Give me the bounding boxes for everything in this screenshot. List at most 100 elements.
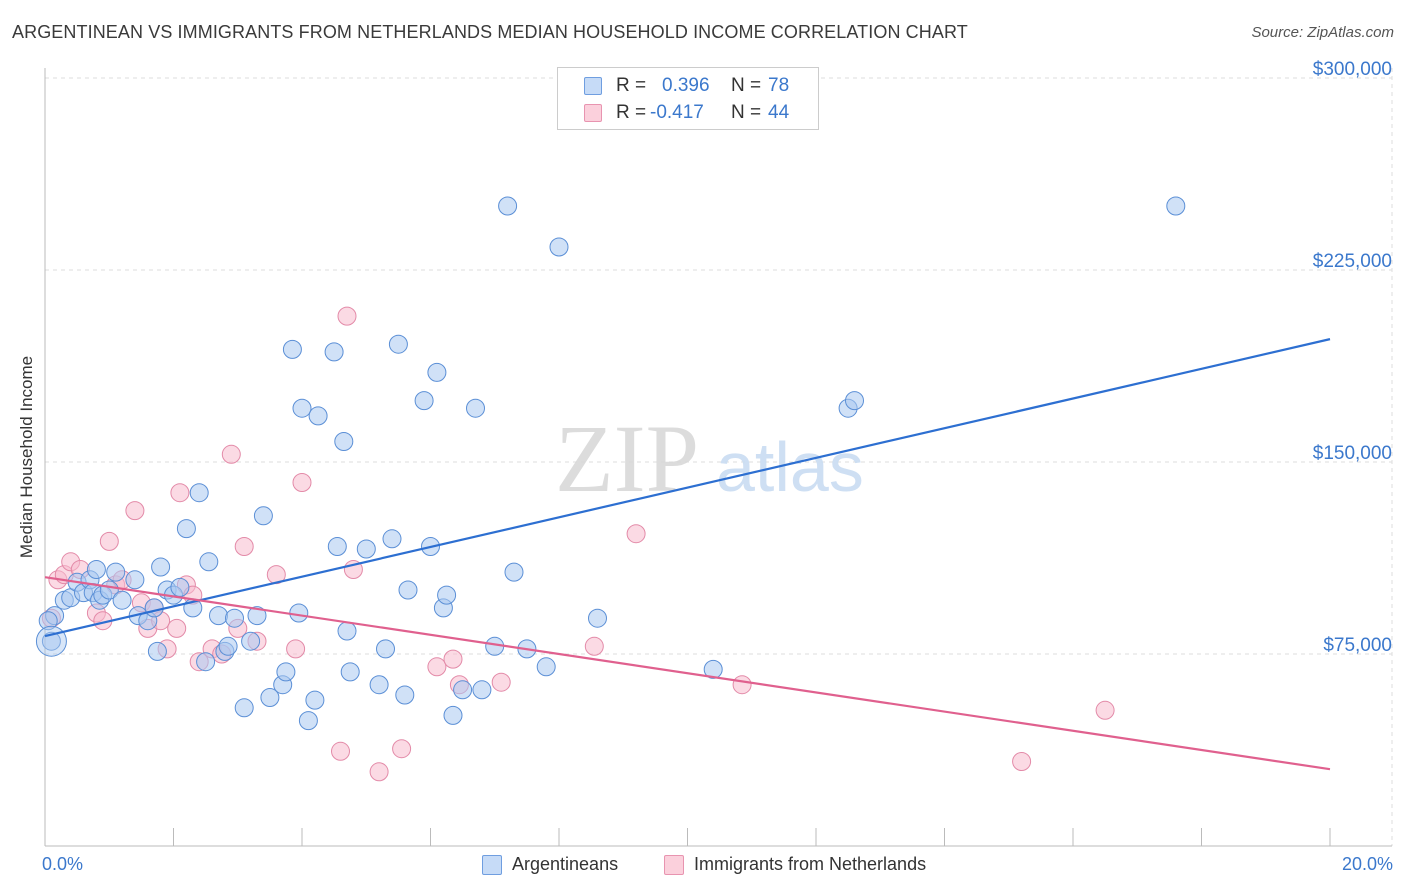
bottom-legend-label: Argentineans [512, 854, 619, 874]
argentineans-point-77 [38, 611, 58, 631]
argentineans-point-51 [369, 675, 389, 695]
legend-n-label: N = [731, 102, 762, 123]
netherlands-point-33 [369, 762, 389, 782]
argentineans-point-52 [376, 639, 395, 659]
argentineans-point-72 [588, 608, 607, 628]
argentineans-point-23 [176, 519, 196, 539]
argentineans-point-17 [144, 598, 164, 618]
netherlands-point-28 [286, 639, 306, 659]
argentineans-point-43 [305, 690, 325, 710]
correlation-legend: R = 0.396 N = 78 R = -0.417 N = 44 [557, 67, 819, 130]
bottom-legend-argentineans[interactable]: Argentineans [482, 852, 618, 878]
legend-row-argentineans: R = 0.396 N = 78 [558, 73, 818, 99]
argentineans-point-30 [218, 636, 238, 656]
argentineans-point-61 [437, 585, 457, 605]
argentineans-point-13 [112, 590, 132, 610]
watermark-zip: ZIP [555, 405, 699, 512]
netherlands-point-43 [1095, 700, 1115, 720]
argentineans-point-8 [86, 560, 106, 579]
argentineans-point-67 [498, 196, 518, 216]
argentineans-point-47 [334, 432, 354, 451]
netherlands-point-41 [732, 675, 752, 695]
argentineans-point-70 [536, 657, 556, 677]
x-tick-label-max: 20.0% [1342, 854, 1393, 874]
argentineans-trend-line [44, 338, 1331, 638]
argentineans-point-54 [388, 334, 408, 354]
netherlands-point-29 [292, 473, 312, 492]
argentineans-point-27 [199, 552, 219, 572]
argentineans-point-19 [151, 557, 171, 577]
argentineans-point-73 [703, 659, 723, 679]
argentineans-point-65 [472, 680, 492, 700]
argentineans-point-68 [504, 562, 524, 582]
argentineans-point-41 [292, 398, 312, 418]
netherlands-point-34 [392, 739, 412, 759]
argentineans-point-46 [327, 537, 347, 556]
argentineans-point-55 [395, 685, 415, 705]
bottom-legend-swatch-blue [482, 855, 502, 876]
netherlands-point-30 [331, 741, 350, 761]
argentineans-point-34 [247, 606, 267, 626]
x-tick-label-min: 0.0% [42, 854, 83, 874]
legend-n-label: N = [731, 75, 762, 96]
legend-r-value: -0.417 [650, 102, 704, 123]
source-label: Source: ZipAtlas.com [1251, 24, 1394, 41]
netherlands-point-7 [99, 531, 119, 551]
y-tick-label-3: $300,000 [1313, 59, 1392, 80]
y-tick-label-1: $150,000 [1313, 443, 1392, 464]
argentineans-point-25 [189, 483, 209, 503]
argentineans-point-49 [340, 662, 360, 682]
chart-title: ARGENTINEAN VS IMMIGRANTS FROM NETHERLAN… [12, 22, 968, 42]
netherlands-point-40 [626, 524, 646, 544]
argentineans-point-57 [414, 391, 434, 411]
netherlands-point-23 [221, 444, 241, 464]
netherlands-point-38 [491, 672, 511, 692]
argentineans-point-32 [234, 698, 254, 718]
legend-swatch-pink [584, 104, 602, 122]
series-netherlands-points [41, 306, 1115, 782]
argentineans-point-64 [466, 398, 485, 418]
argentineans-point-39 [282, 339, 302, 359]
argentineans-point-45 [324, 342, 344, 362]
argentineans-point-36 [260, 688, 280, 707]
argentineans-point-28 [209, 606, 228, 626]
netherlands-point-25 [234, 537, 254, 556]
argentineans-point-40 [289, 603, 309, 623]
argentineans-point-18 [147, 641, 167, 661]
netherlands-point-35 [427, 657, 447, 677]
netherlands-point-39 [584, 636, 604, 656]
bottom-legend-swatch-pink [664, 855, 684, 876]
argentineans-point-31 [225, 608, 244, 628]
legend-swatch-blue [584, 77, 602, 95]
legend-r-value: 0.396 [662, 75, 710, 96]
argentineans-point-14 [125, 570, 145, 590]
netherlands-trend-line [44, 576, 1331, 771]
y-tick-label-2: $225,000 [1313, 251, 1392, 272]
legend-r-label: R = [616, 102, 647, 123]
argentineans-point-35 [253, 506, 273, 526]
legend-n-value: 78 [768, 75, 790, 96]
argentineans-point-62 [443, 705, 463, 725]
legend-n-value: 44 [768, 102, 790, 123]
argentineans-point-63 [453, 680, 473, 700]
bottom-legend-netherlands[interactable]: Immigrants from Netherlands [664, 852, 926, 878]
argentineans-point-38 [276, 662, 296, 682]
tick-labels: $75,000 $150,000 $225,000 $300,000 0.0% 20.0% [42, 59, 1393, 874]
axes [44, 68, 1392, 847]
argentineans-point-large [35, 625, 67, 657]
legend-row-netherlands: R = -0.417 N = 44 [558, 100, 818, 126]
argentineans-point-44 [308, 406, 328, 426]
argentineans-point-53 [382, 529, 402, 549]
netherlands-point-17 [170, 483, 190, 503]
argentineans-point-50 [356, 539, 376, 559]
netherlands-point-42 [1012, 752, 1032, 771]
argentineans-point-56 [398, 580, 418, 600]
argentineans-point-71 [549, 237, 569, 257]
argentineans-point-59 [427, 362, 447, 382]
argentineans-point-42 [298, 711, 318, 731]
argentineans-point-12 [106, 562, 126, 582]
y-tick-label-0: $75,000 [1323, 635, 1392, 656]
bottom-legend-label: Immigrants from Netherlands [694, 854, 927, 874]
argentineans-point-26 [196, 652, 216, 672]
